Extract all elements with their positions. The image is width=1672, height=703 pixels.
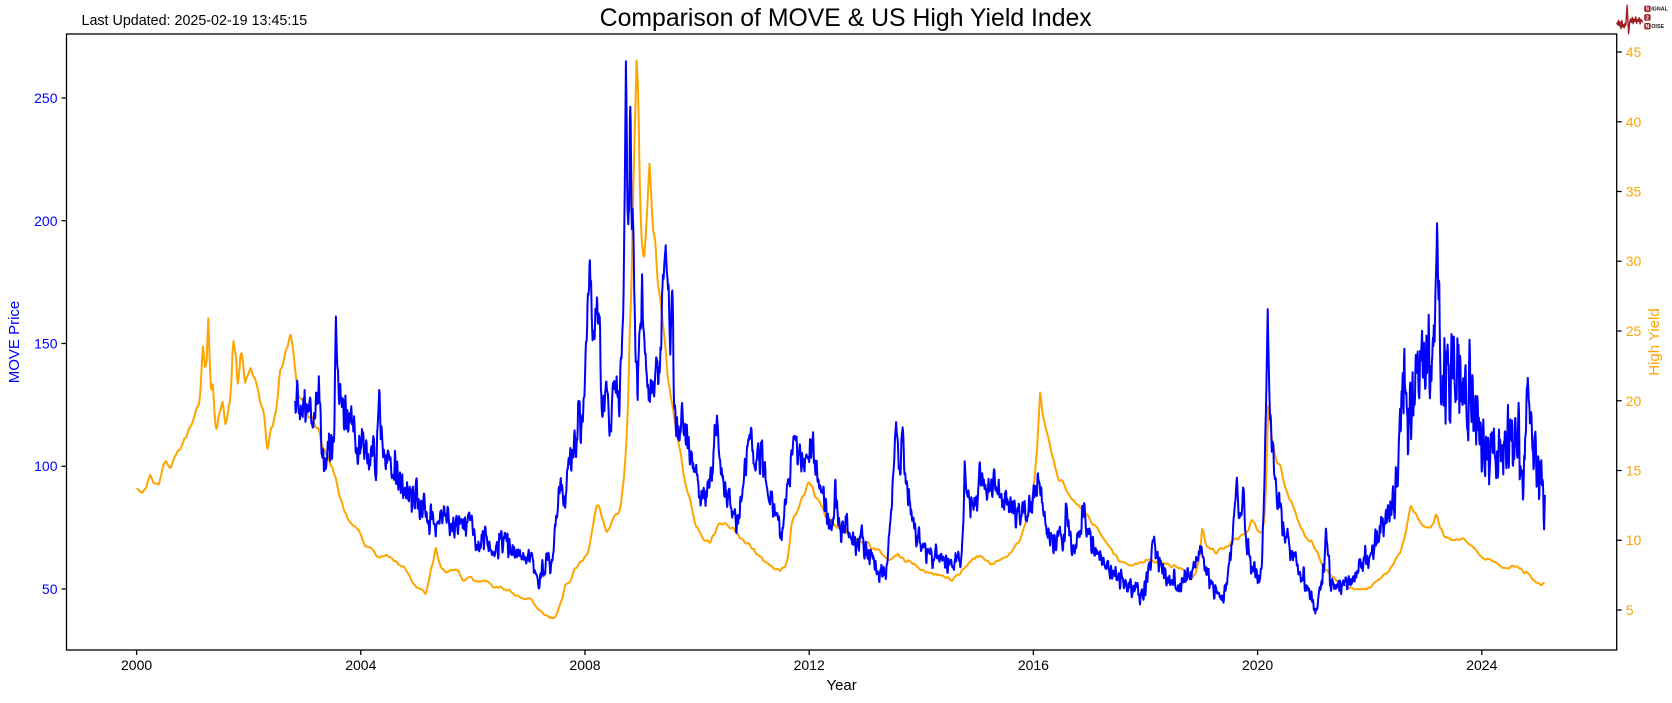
svg-text:2004: 2004 — [345, 657, 376, 673]
svg-text:30: 30 — [1626, 253, 1642, 269]
svg-text:200: 200 — [34, 213, 58, 229]
svg-text:Comparison of MOVE & US High Y: Comparison of MOVE & US High Yield Index — [600, 5, 1093, 32]
svg-text:50: 50 — [42, 581, 58, 597]
svg-text:High Yield: High Yield — [1646, 308, 1663, 376]
svg-text:2020: 2020 — [1242, 657, 1273, 673]
svg-text:2016: 2016 — [1018, 657, 1049, 673]
svg-text:S: S — [1646, 7, 1650, 13]
svg-text:100: 100 — [34, 458, 58, 474]
svg-text:Year: Year — [826, 677, 856, 694]
svg-text:20: 20 — [1626, 393, 1642, 409]
svg-text:N: N — [1645, 24, 1649, 30]
svg-text:2024: 2024 — [1466, 657, 1497, 673]
svg-text:15: 15 — [1626, 463, 1642, 479]
svg-text:Last Updated: 2025-02-19 13:45: Last Updated: 2025-02-19 13:45:15 — [82, 13, 308, 29]
svg-text:10: 10 — [1626, 532, 1642, 548]
svg-text:OISE: OISE — [1651, 24, 1664, 30]
svg-text:45: 45 — [1626, 44, 1642, 60]
svg-text:250: 250 — [34, 90, 58, 106]
svg-text:2012: 2012 — [794, 657, 825, 673]
svg-text:MOVE Price: MOVE Price — [6, 301, 23, 384]
svg-text:25: 25 — [1626, 323, 1642, 339]
svg-text:IGNAL: IGNAL — [1651, 7, 1668, 13]
svg-text:2: 2 — [1646, 15, 1649, 21]
svg-text:35: 35 — [1626, 184, 1642, 200]
svg-text:5: 5 — [1626, 602, 1634, 618]
svg-text:2000: 2000 — [121, 657, 152, 673]
svg-text:150: 150 — [34, 336, 58, 352]
svg-text:40: 40 — [1626, 114, 1642, 130]
svg-text:2008: 2008 — [569, 657, 600, 673]
